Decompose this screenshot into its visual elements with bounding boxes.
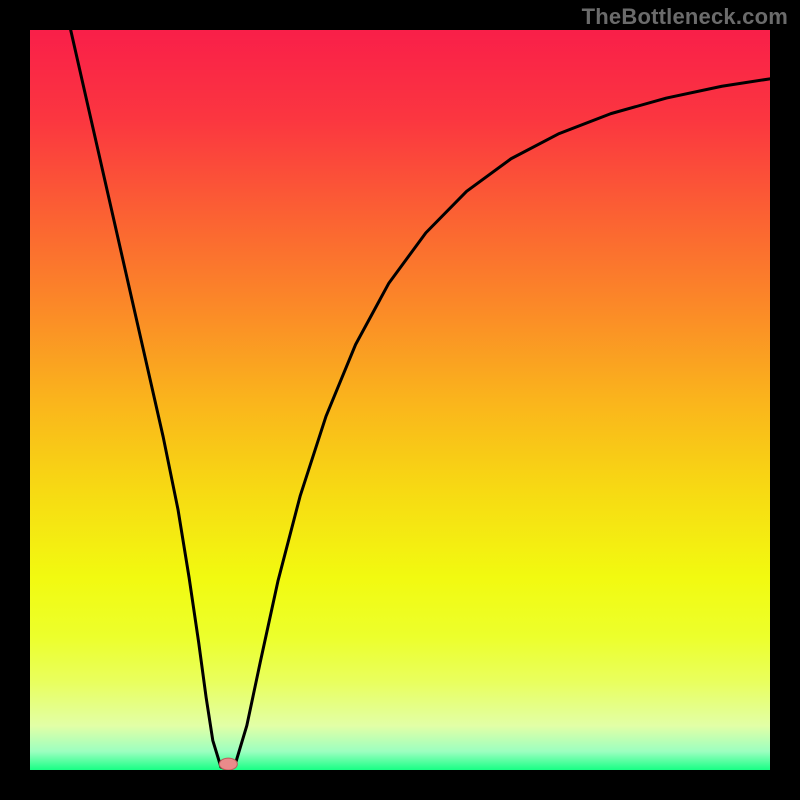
bottleneck-chart	[0, 0, 800, 800]
curve-minimum-marker	[219, 758, 237, 770]
watermark-text: TheBottleneck.com	[582, 4, 788, 30]
gradient-plot-area	[30, 30, 770, 770]
